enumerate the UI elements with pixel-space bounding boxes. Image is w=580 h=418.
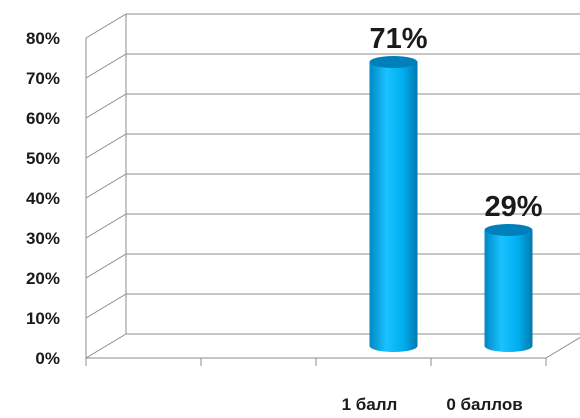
y-tick-label: 10% (26, 309, 60, 328)
floor-edge (545, 337, 580, 359)
y-tick-label: 20% (26, 269, 60, 288)
data-label: 71% (369, 23, 427, 55)
bars (369, 56, 533, 352)
y-axis-tick-labels: 0% 10% 20% 30% 40% 50% 60% 70% 80% (26, 29, 60, 368)
gridline-side (85, 253, 127, 279)
y-tick-label: 80% (26, 29, 60, 48)
bar-top (369, 56, 418, 68)
data-label: 29% (484, 191, 542, 223)
data-labels: 71% 29% (369, 23, 542, 223)
bar-top (484, 224, 533, 236)
gridline-side (85, 53, 127, 79)
y-tick-label: 0% (35, 349, 60, 368)
gridline-side (85, 13, 127, 39)
gridlines (85, 13, 580, 359)
y-tick-label: 70% (26, 69, 60, 88)
bar (369, 56, 418, 352)
category-labels: 1 балл 0 баллов (342, 395, 523, 414)
gridline-side (85, 173, 127, 199)
gridline-side (85, 213, 127, 239)
bar (484, 224, 533, 352)
y-tick-label: 40% (26, 189, 60, 208)
gridline-side (85, 293, 127, 319)
gridline-side (85, 93, 127, 119)
bar-body (369, 62, 418, 352)
y-tick-label: 30% (26, 229, 60, 248)
y-tick-label: 50% (26, 149, 60, 168)
x-category-label: 0 баллов (446, 395, 522, 414)
x-category-label: 1 балл (342, 395, 398, 414)
gridline-side (85, 133, 127, 159)
x-axis-tick-marks (85, 358, 547, 366)
bar-body (484, 230, 533, 352)
gridline-side (85, 333, 127, 359)
y-tick-label: 60% (26, 109, 60, 128)
